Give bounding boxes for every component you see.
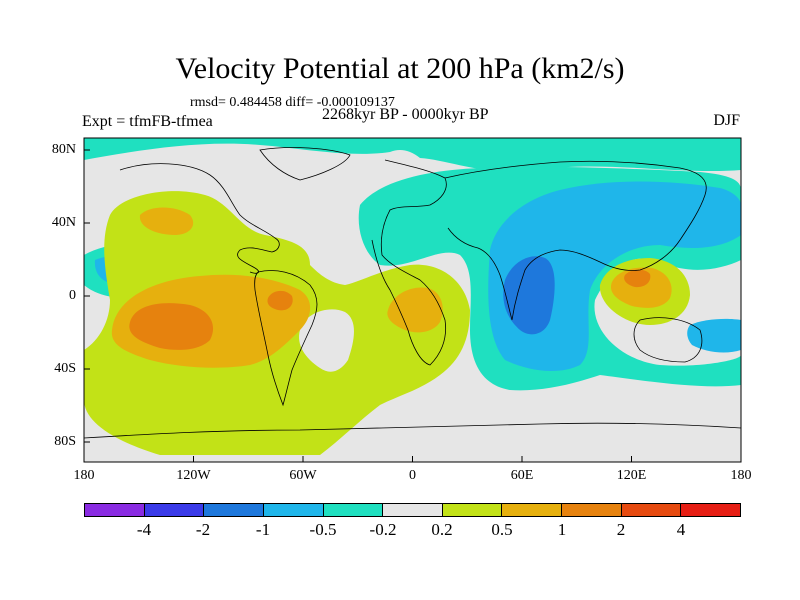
colorbar-box xyxy=(204,504,264,516)
lon-tick-label: 60E xyxy=(510,468,534,483)
north-america-coast xyxy=(119,163,280,274)
antarctica-coast xyxy=(84,422,741,439)
period-label: 2268kyr BP - 0000kyr BP xyxy=(322,106,489,123)
colorbar-label: -1 xyxy=(255,520,271,539)
stats-line: rmsd= 0.484458 diff= -0.000109137 xyxy=(190,95,395,110)
colorbar-label: -2 xyxy=(195,520,211,539)
indian-ocean-negative-core xyxy=(503,256,555,335)
colorbar-label: 2 xyxy=(616,520,626,539)
lat-tick-label: 0 xyxy=(69,288,76,303)
colorbar-box xyxy=(621,504,682,516)
coastlines xyxy=(84,147,741,439)
amazon-positive-strong xyxy=(267,290,293,311)
colorbar-label: 0.2 xyxy=(431,520,453,539)
pacific-positive-strong xyxy=(129,303,214,350)
colorbar-label: -0.2 xyxy=(369,520,397,539)
lat-tick-label: 40S xyxy=(54,361,76,376)
lon-tick-label: 180 xyxy=(73,468,95,483)
lon-tick-label: 0 xyxy=(409,468,416,483)
lon-tick-label: 120W xyxy=(176,468,211,483)
colorbar-label: -0.5 xyxy=(309,520,337,539)
colorbar-box xyxy=(562,504,622,516)
colorbar-label: 4 xyxy=(676,520,686,539)
maritime-positive-strong xyxy=(624,269,651,288)
experiment-label: Expt = tfmFB-tfmea xyxy=(82,113,213,130)
lat-tick-label: 80N xyxy=(51,142,76,157)
mexico-positive-mid xyxy=(139,207,194,235)
chart-title: Velocity Potential at 200 hPa (km2/s) xyxy=(175,52,625,85)
australia-coast xyxy=(633,317,703,363)
greenland-coast xyxy=(259,147,351,181)
europe-africa-coast xyxy=(371,159,447,366)
australia-negative-mid xyxy=(687,318,741,353)
colorbar-box xyxy=(681,504,741,516)
colorbar-box xyxy=(323,504,384,516)
eurasia-negative-mid xyxy=(488,181,741,372)
atlantic-neutral-hole xyxy=(299,309,354,372)
africa-positive-mid xyxy=(387,287,443,333)
south-america-coast xyxy=(254,270,318,407)
lon-tick-label: 180 xyxy=(730,468,752,483)
lon-tick-label: 60W xyxy=(289,468,317,483)
colorbar-box xyxy=(442,504,503,516)
colorbar-box xyxy=(144,504,205,516)
lat-tick-marks xyxy=(84,149,90,443)
colorbar-box xyxy=(502,504,563,516)
colorbar-box xyxy=(383,504,443,516)
contour-field xyxy=(84,138,741,462)
season-label: DJF xyxy=(713,112,740,129)
lon-tick-label: 120E xyxy=(616,468,647,483)
colorbar-label: 1 xyxy=(557,520,567,539)
asia-coast xyxy=(444,160,707,321)
colorbar-box xyxy=(263,504,324,516)
lat-tick-label: 40N xyxy=(51,215,76,230)
colorbar-label: -4 xyxy=(136,520,152,539)
arctic-negative-band xyxy=(84,138,741,173)
lat-tick-label: 80S xyxy=(54,434,76,449)
colorbar-box xyxy=(85,504,145,516)
colorbar-label: 0.5 xyxy=(491,520,513,539)
lon-tick-marks xyxy=(83,456,742,462)
colorbar xyxy=(84,503,741,517)
